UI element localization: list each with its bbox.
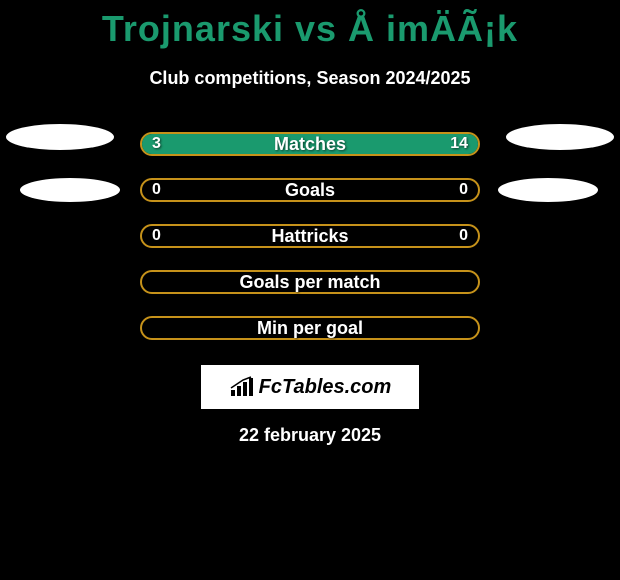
bar-value-right: 0 [459,181,468,199]
comparison-bar-row: 3 Matches 14 [0,121,620,167]
comparison-bar: Goals per match [140,270,480,294]
bar-label: Matches [274,134,346,155]
bar-label: Goals per match [239,272,380,293]
bar-label: Min per goal [257,318,363,339]
bar-fill-left [142,134,201,154]
logo-text: FcTables.com [259,376,392,399]
bar-label: Hattricks [271,226,348,247]
date-label: 22 february 2025 [0,425,620,446]
page-title: Trojnarski vs Å imÄÃ¡k [0,0,620,50]
bar-value-right: 0 [459,227,468,245]
bar-label: Goals [285,180,335,201]
comparison-bar-row: Min per goal [0,305,620,351]
comparison-bar: 3 Matches 14 [140,132,480,156]
comparison-bar: 0 Goals 0 [140,178,480,202]
comparison-bar: Min per goal [140,316,480,340]
comparison-bar-row: 0 Hattricks 0 [0,213,620,259]
comparison-bars-container: 3 Matches 14 0 Goals 0 0 Hattricks 0 Goals per ma… [0,121,620,351]
comparison-bar-row: 0 Goals 0 [0,167,620,213]
bar-value-left: 0 [152,181,161,199]
chart-icon [229,376,255,398]
bar-value-left: 3 [152,135,161,153]
comparison-bar-row: Goals per match [0,259,620,305]
bar-value-right: 14 [450,135,468,153]
page-subtitle: Club competitions, Season 2024/2025 [0,68,620,89]
comparison-bar: 0 Hattricks 0 [140,224,480,248]
logo-box: FcTables.com [201,365,419,409]
bar-value-left: 0 [152,227,161,245]
